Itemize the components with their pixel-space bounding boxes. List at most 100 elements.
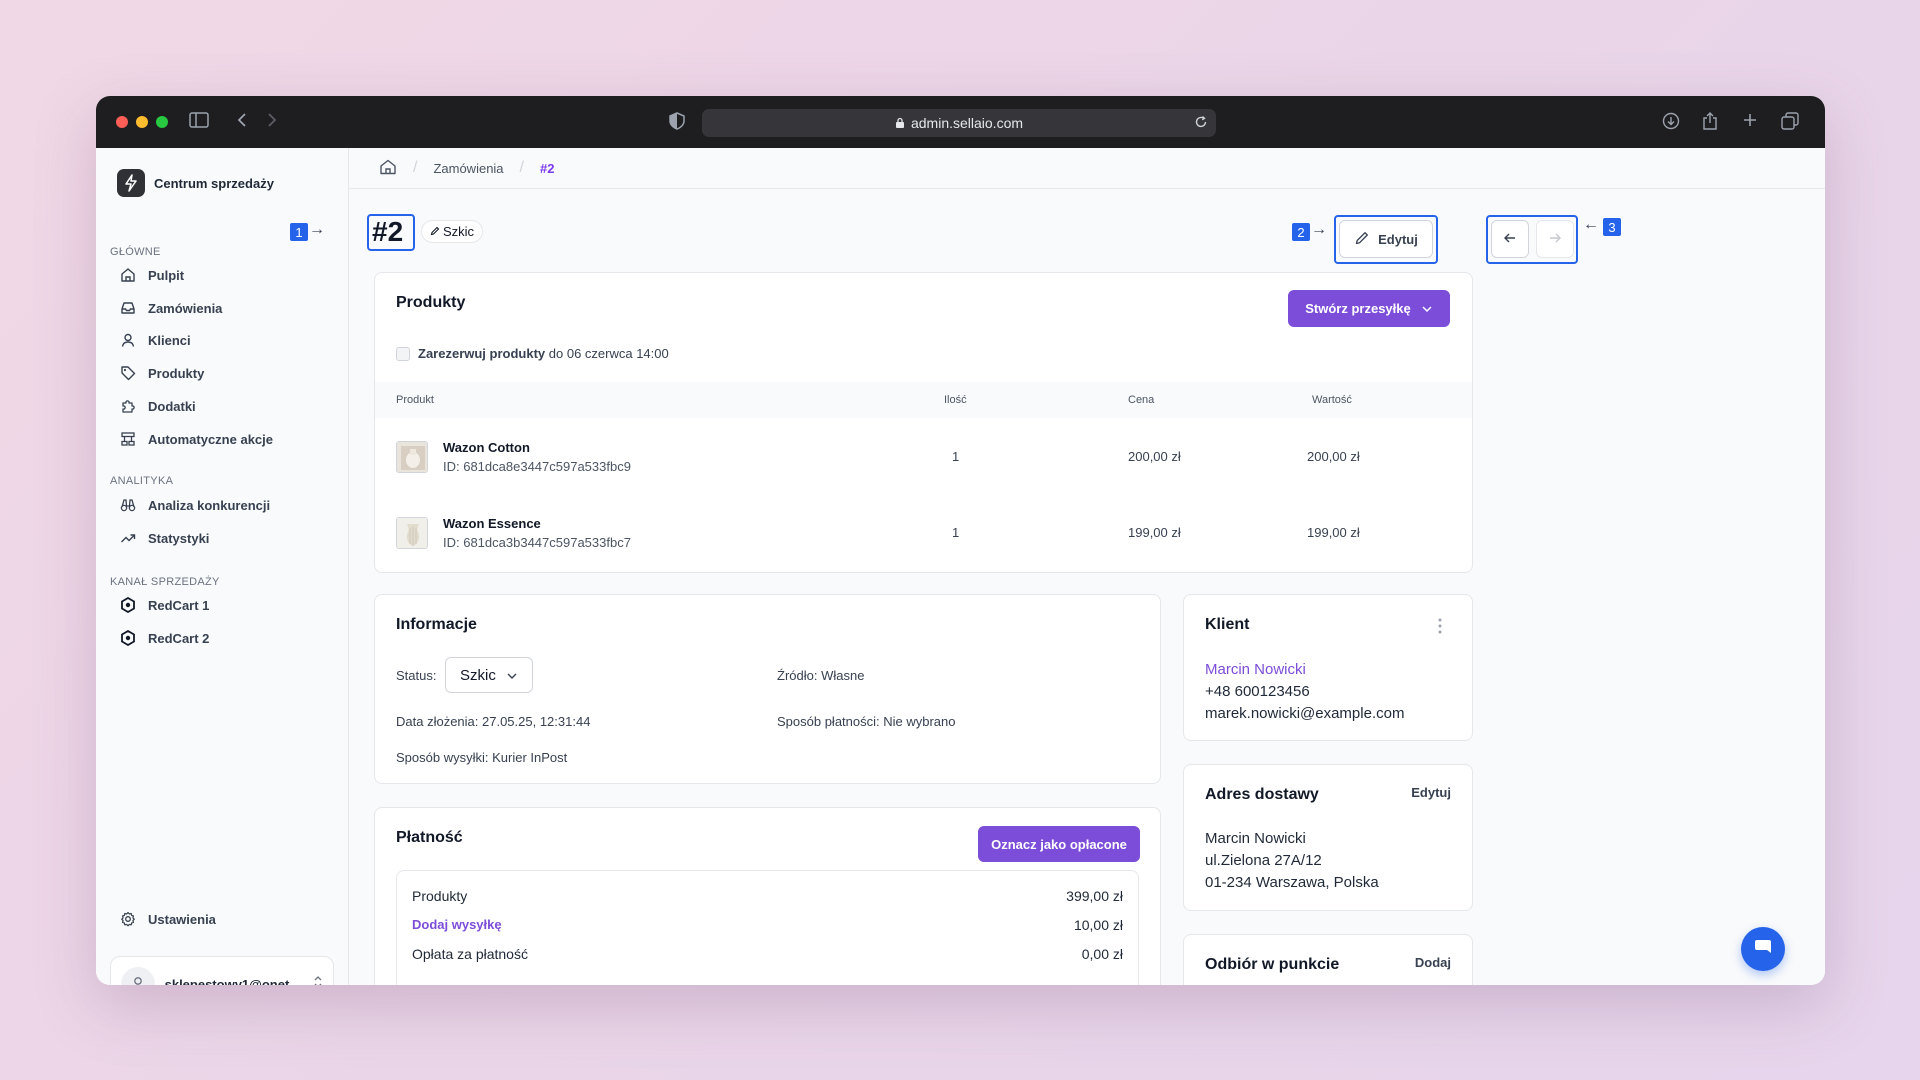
sidebar-toggle-icon[interactable] bbox=[189, 112, 209, 128]
product-quantity: 1 bbox=[952, 449, 960, 464]
breadcrumb-orders-link[interactable]: Zamówienia bbox=[433, 160, 504, 176]
mark-as-paid-button[interactable]: Oznacz jako opłacone bbox=[978, 826, 1140, 862]
product-name[interactable]: Wazon Essence bbox=[443, 516, 541, 531]
client-card: Klient Marcin Nowicki +48 600123456 mare… bbox=[1183, 594, 1473, 741]
reserve-products-label: Zarezerwuj produkty bbox=[418, 346, 546, 361]
annotation-highlight-1 bbox=[367, 214, 415, 251]
products-title: Produkty bbox=[396, 294, 466, 311]
reload-icon[interactable] bbox=[1194, 115, 1208, 132]
lock-icon bbox=[895, 117, 905, 129]
brand[interactable]: Centrum sprzedaży bbox=[117, 169, 274, 197]
sidebar-item-label: Analiza konkurencji bbox=[148, 497, 271, 513]
delivery-street: ul.Zielona 27A/12 bbox=[1205, 852, 1322, 869]
client-name-link[interactable]: Marcin Nowicki bbox=[1205, 661, 1306, 678]
sidebar-item-statystyki[interactable]: Statystyki bbox=[120, 528, 209, 548]
download-icon[interactable] bbox=[1662, 112, 1680, 130]
create-shipment-button[interactable]: Stwórz przesyłkę bbox=[1288, 290, 1450, 327]
product-name[interactable]: Wazon Cotton bbox=[443, 440, 530, 455]
payment-row-value: 399,00 zł bbox=[1066, 888, 1123, 904]
inbox-icon bbox=[120, 300, 136, 316]
new-tab-icon[interactable] bbox=[1742, 112, 1758, 128]
share-icon[interactable] bbox=[1702, 112, 1718, 130]
reserve-products-row: Zarezerwuj produkty do 06 czerwca 14:00 bbox=[396, 346, 669, 361]
chat-support-button[interactable] bbox=[1741, 927, 1785, 971]
sidebar-item-label: RedCart 2 bbox=[148, 630, 210, 646]
tag-icon bbox=[120, 365, 136, 381]
sidebar-item-analiza-konkurencji[interactable]: Analiza konkurencji bbox=[120, 495, 270, 515]
payment-row-value: 0,00 zł bbox=[1081, 946, 1123, 962]
close-window-button[interactable] bbox=[116, 116, 128, 128]
gear-icon bbox=[120, 911, 136, 927]
url-text: admin.sellaio.com bbox=[910, 115, 1024, 131]
breadcrumb-current: #2 bbox=[540, 160, 555, 176]
home-icon[interactable] bbox=[379, 158, 397, 179]
back-icon[interactable] bbox=[236, 112, 248, 128]
breadcrumb-separator: / bbox=[413, 159, 418, 176]
payment-title: Płatność bbox=[396, 829, 463, 846]
product-id: ID: 681dca8e3447c597a533fbc9 bbox=[443, 459, 631, 474]
reserve-products-checkbox[interactable] bbox=[396, 346, 410, 361]
sidebar-item-label: Zamówienia bbox=[148, 300, 223, 316]
shield-icon[interactable] bbox=[669, 112, 685, 130]
pickup-point-card: Odbiór w punkcie Dodaj bbox=[1183, 934, 1473, 985]
order-date: Data złożenia: 27.05.25, 12:31:44 bbox=[396, 714, 591, 729]
add-pickup-point-button[interactable]: Dodaj bbox=[1414, 955, 1451, 970]
maximize-window-button[interactable] bbox=[156, 116, 168, 128]
edit-order-button[interactable]: Edytuj bbox=[1339, 220, 1433, 258]
sidebar-item-zamowienia[interactable]: Zamówienia bbox=[120, 298, 222, 318]
delivery-address-title: Adres dostawy bbox=[1205, 786, 1319, 803]
payment-method: Sposób płatności: Nie wybrano bbox=[777, 714, 956, 729]
sidebar-item-redcart-1[interactable]: RedCart 1 bbox=[120, 595, 209, 615]
column-header-product: Produkt bbox=[396, 394, 434, 406]
brand-name: Centrum sprzedaży bbox=[154, 175, 274, 191]
edit-address-button[interactable]: Edytuj bbox=[1411, 785, 1451, 800]
column-header-price: Cena bbox=[1128, 394, 1155, 406]
table-row[interactable]: Wazon Essence ID: 681dca3b3447c597a533fb… bbox=[375, 494, 1472, 570]
sidebar-item-redcart-2[interactable]: RedCart 2 bbox=[120, 628, 209, 648]
minimize-window-button[interactable] bbox=[136, 116, 148, 128]
browser-window: admin.sellaio.com Centrum sprzedaży GŁÓW… bbox=[96, 96, 1825, 985]
user-menu[interactable]: sklepestowy1@onet... bbox=[110, 956, 334, 985]
sidebar-item-label: Statystyki bbox=[148, 530, 210, 546]
status-badge: Szkic bbox=[421, 220, 484, 243]
table-row[interactable]: Wazon Cotton ID: 681dca8e3447c597a533fbc… bbox=[375, 418, 1472, 494]
more-vertical-icon[interactable] bbox=[1438, 618, 1442, 639]
previous-order-button[interactable] bbox=[1491, 220, 1529, 258]
sidebar-item-ustawienia[interactable]: Ustawienia bbox=[120, 909, 216, 929]
edit-order-label: Edytuj bbox=[1378, 231, 1418, 247]
status-select[interactable]: Szkic bbox=[445, 657, 533, 693]
products-card: Produkty Stwórz przesyłkę Zarezerwuj pro… bbox=[374, 272, 1473, 573]
address-bar[interactable]: admin.sellaio.com bbox=[702, 109, 1216, 137]
tabs-overview-icon[interactable] bbox=[1781, 112, 1799, 130]
annotation-highlight-3 bbox=[1486, 215, 1578, 264]
pickup-point-title: Odbiór w punkcie bbox=[1205, 956, 1340, 973]
sidebar-item-label: Dodatki bbox=[148, 398, 196, 414]
sidebar-item-produkty[interactable]: Produkty bbox=[120, 363, 204, 383]
sidebar-item-automatyczne-akcje[interactable]: Automatyczne akcje bbox=[120, 429, 273, 449]
user-icon bbox=[120, 332, 136, 348]
product-quantity: 1 bbox=[952, 525, 960, 540]
chat-bubble-icon bbox=[1752, 936, 1774, 963]
sidebar-item-pulpit[interactable]: Pulpit bbox=[120, 265, 184, 285]
annotation-highlight-2 bbox=[1334, 215, 1438, 264]
forward-icon[interactable] bbox=[266, 112, 278, 128]
sidebar-item-dodatki[interactable]: Dodatki bbox=[120, 396, 196, 416]
browser-toolbar: admin.sellaio.com bbox=[96, 96, 1825, 148]
arrow-right-icon: → bbox=[1311, 221, 1327, 238]
annotation-badge-2: 2 bbox=[1292, 223, 1310, 241]
arrow-left-icon bbox=[1503, 231, 1517, 248]
next-order-button[interactable] bbox=[1536, 220, 1574, 258]
add-shipping-link[interactable]: Dodaj wysyłkę bbox=[412, 917, 502, 932]
shipping-method: Sposób wysyłki: Kurier InPost bbox=[396, 750, 568, 765]
sidebar-item-klienci[interactable]: Klienci bbox=[120, 330, 191, 350]
client-phone: +48 600123456 bbox=[1205, 683, 1310, 700]
status-select-value: Szkic bbox=[460, 666, 496, 684]
payment-summary: Produkty 399,00 zł Dodaj wysyłkę 10,00 z… bbox=[396, 870, 1139, 985]
puzzle-icon bbox=[120, 398, 136, 414]
sidebar-item-label: Ustawienia bbox=[148, 911, 216, 927]
main-content: / Zamówienia / #2 1 → #2 Szkic 2 → Edytu… bbox=[290, 148, 1825, 985]
product-value: 199,00 zł bbox=[1307, 525, 1360, 540]
home-icon bbox=[120, 267, 136, 283]
product-thumbnail-image bbox=[396, 441, 428, 473]
sidebar-item-label: RedCart 1 bbox=[148, 597, 210, 613]
